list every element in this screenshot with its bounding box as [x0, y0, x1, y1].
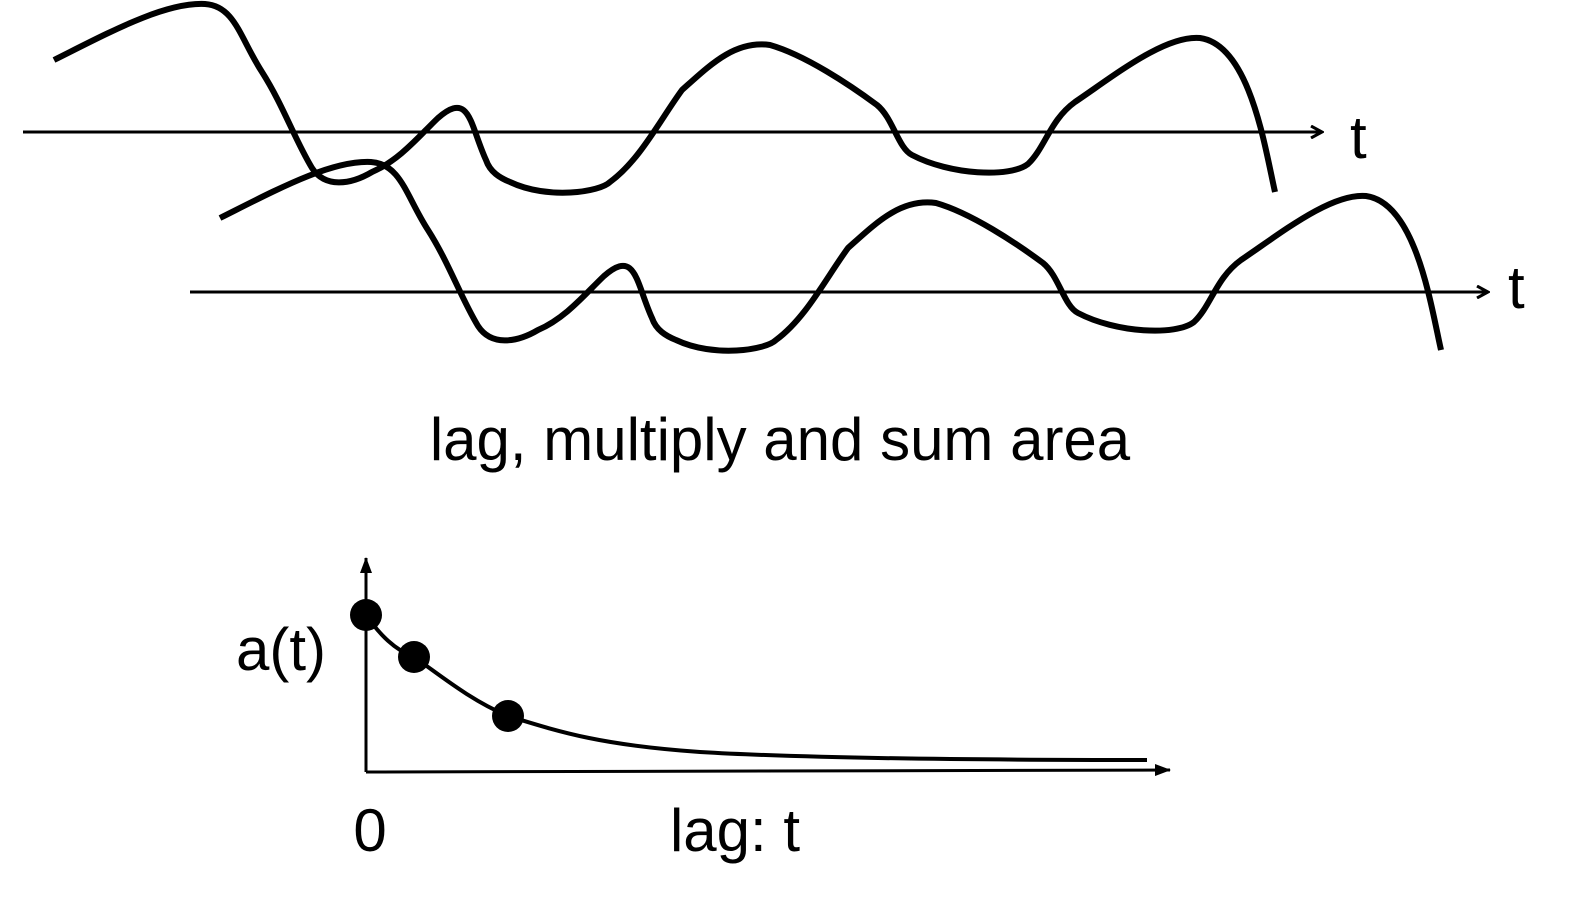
autocorr-x-axis [365, 764, 1171, 777]
signal-curve [52, 0, 1278, 196]
top-time-axis-label: t [1350, 104, 1367, 171]
autocorr-point [398, 641, 430, 673]
autocorr-y-label: a(t) [236, 616, 326, 683]
autocorr-x-label: lag: t [670, 797, 800, 864]
autocorr-point [492, 700, 524, 732]
caption: lag, multiply and sum area [430, 406, 1131, 473]
autocorr-decay-curve [364, 613, 1148, 762]
autocorr-origin-label: 0 [353, 797, 386, 864]
autocorr-point [350, 599, 382, 631]
autocorrelation-plot: a(t) 0 lag: t [236, 557, 1171, 864]
lagged-signal-curve [218, 158, 1444, 354]
lower-time-axis-label: t [1508, 254, 1525, 321]
